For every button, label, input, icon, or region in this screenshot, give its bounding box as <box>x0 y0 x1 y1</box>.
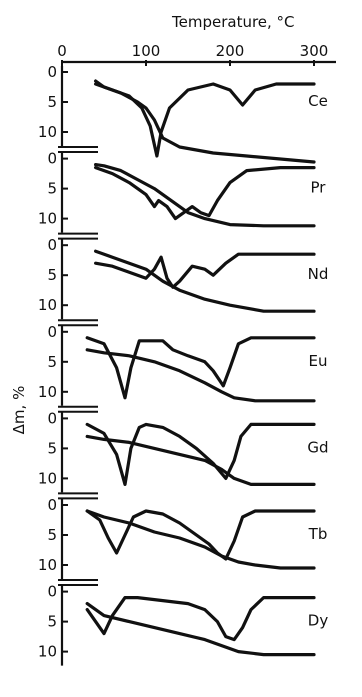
tg-curve-gd <box>85 434 316 486</box>
element-label: Ce <box>308 92 328 110</box>
panel-pr: 0 5 10 Pr <box>38 150 327 240</box>
y-tick-label: 10 <box>38 123 57 141</box>
panel-tb: 0 5 10 Tb <box>38 496 328 586</box>
panel-gd: 0 5 10 Gd <box>38 409 329 500</box>
y-tick-label: 10 <box>38 210 57 228</box>
y-tick-label: 0 <box>47 496 57 514</box>
x-tick-label: 300 <box>300 42 329 60</box>
y-tick-label: 10 <box>38 296 57 314</box>
dtg-curve-pr <box>94 166 316 221</box>
dtg-curve-dy <box>85 596 316 642</box>
panels: 0 5 10 Ce 0 5 10 Pr 0 5 10 Nd 0 5 10 Eu 0 5 10 Gd 0 5 10 Tb 0 5 10… <box>38 63 329 666</box>
tg-curve-tb <box>85 509 316 570</box>
tg-curve-dy <box>85 602 316 657</box>
y-tick-label: 5 <box>47 353 57 371</box>
element-label: Nd <box>308 265 329 283</box>
element-label: Gd <box>307 438 328 456</box>
y-tick-label: 5 <box>47 439 57 457</box>
y-tick-label: 10 <box>38 556 57 574</box>
panel-eu: 0 5 10 Eu <box>38 323 328 413</box>
y-tick-label: 0 <box>47 236 57 254</box>
panel-nd: 0 5 10 Nd <box>38 236 329 327</box>
y-tick-label: 0 <box>47 63 57 81</box>
element-label: Pr <box>311 179 327 197</box>
y-tick-label: 10 <box>38 383 57 401</box>
dtg-curve-tb <box>85 509 316 561</box>
tg-curve-pr <box>94 163 316 228</box>
x-tick-label: 100 <box>132 42 161 60</box>
y-tick-label: 10 <box>38 643 57 661</box>
dtg-curve-gd <box>85 422 316 486</box>
tg-curve-eu <box>85 348 316 403</box>
panel-dy: 0 5 10 Dy <box>38 583 328 666</box>
y-tick-label: 5 <box>47 613 57 631</box>
y-tick-label: 10 <box>38 469 57 487</box>
dtg-curve-eu <box>85 336 316 400</box>
element-label: Dy <box>308 612 329 630</box>
y-tick-label: 0 <box>47 323 57 341</box>
y-tick-label: 5 <box>47 93 57 111</box>
y-axis-label: Δm, % <box>10 386 28 435</box>
dtg-curve-nd <box>94 252 316 289</box>
tg-curve-nd <box>94 249 316 313</box>
y-tick-label: 5 <box>47 180 57 198</box>
tg-curve-ce <box>94 79 316 164</box>
element-label: Tb <box>308 525 328 543</box>
element-label: Eu <box>309 352 328 370</box>
dtg-curve-ce <box>94 82 316 158</box>
y-tick-label: 0 <box>47 150 57 168</box>
x-axis: 0 100 200 300 <box>57 42 336 66</box>
y-tick-label: 0 <box>47 409 57 427</box>
y-tick-label: 5 <box>47 266 57 284</box>
y-tick-label: 5 <box>47 526 57 544</box>
x-tick-label: 0 <box>57 42 67 60</box>
panel-ce: 0 5 10 Ce <box>38 63 328 164</box>
chart-title: Temperature, °C <box>171 13 295 31</box>
x-tick-label: 200 <box>216 42 245 60</box>
y-tick-label: 0 <box>47 583 57 601</box>
